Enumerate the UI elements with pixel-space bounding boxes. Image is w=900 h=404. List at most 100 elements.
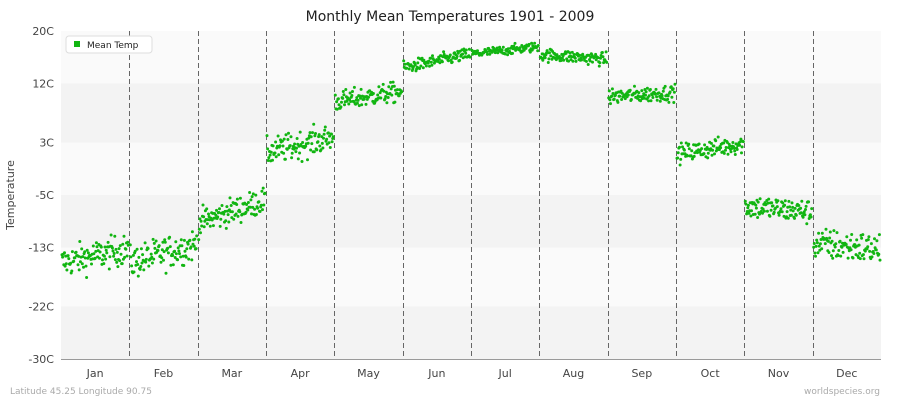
mean-temp-point — [173, 256, 177, 259]
mean-temp-point — [485, 50, 489, 54]
mean-temp-point — [710, 153, 714, 157]
mean-temp-point — [845, 235, 849, 239]
mean-temp-point — [464, 51, 468, 55]
mean-temp-point — [281, 144, 285, 148]
mean-temp-point — [513, 41, 517, 45]
mean-temp-point — [162, 250, 166, 254]
mean-temp-points — [60, 41, 882, 279]
mean-temp-point — [837, 249, 841, 252]
mean-temp-point — [106, 240, 110, 244]
mean-temp-point — [125, 254, 129, 258]
mean-temp-point — [364, 102, 368, 106]
mean-temp-point — [461, 52, 465, 56]
mean-temp-point — [775, 205, 779, 209]
mean-temp-point — [846, 256, 850, 260]
mean-temp-point — [63, 251, 66, 255]
mean-temp-point — [287, 131, 290, 135]
mean-temp-point — [311, 131, 314, 135]
mean-temp-point — [705, 145, 709, 149]
mean-temp-point — [64, 262, 68, 266]
mean-temp-point — [63, 264, 67, 268]
mean-temp-point — [300, 160, 304, 163]
mean-temp-point — [139, 247, 143, 251]
mean-temp-point — [679, 157, 683, 161]
mean-temp-point — [766, 201, 770, 205]
mean-temp-point — [676, 151, 680, 155]
mean-temp-point — [362, 97, 366, 101]
mean-temp-point — [70, 250, 74, 254]
mean-temp-point — [259, 203, 263, 207]
y-tick-label: -13C — [28, 241, 54, 254]
mean-temp-point — [669, 85, 673, 89]
mean-temp-point — [668, 90, 672, 94]
mean-temp-point — [180, 244, 184, 248]
mean-temp-point — [181, 254, 185, 258]
mean-temp-point — [607, 89, 611, 93]
mean-temp-point — [385, 101, 389, 105]
mean-temp-point — [347, 102, 351, 106]
mean-temp-point — [522, 48, 526, 52]
mean-temp-point — [780, 210, 784, 214]
mean-temp-point — [245, 203, 249, 206]
mean-temp-point — [779, 207, 783, 211]
mean-temp-point — [722, 141, 726, 145]
mean-temp-point — [877, 233, 881, 237]
mean-temp-point — [387, 85, 391, 89]
mean-temp-point — [528, 50, 532, 54]
mean-temp-point — [200, 224, 204, 228]
mean-temp-point — [678, 145, 681, 149]
mean-temp-point — [124, 247, 128, 251]
mean-temp-point — [215, 208, 218, 212]
mean-temp-point — [313, 134, 317, 138]
mean-temp-point — [598, 61, 602, 65]
mean-temp-point — [464, 48, 468, 52]
mean-temp-point — [331, 135, 335, 139]
mean-temp-point — [315, 148, 319, 152]
mean-temp-point — [93, 256, 97, 260]
mean-temp-point — [596, 56, 600, 60]
mean-temp-point — [328, 146, 332, 149]
mean-temp-point — [875, 239, 879, 243]
mean-temp-point — [392, 84, 396, 88]
mean-temp-point — [269, 150, 273, 154]
mean-temp-point — [620, 98, 624, 101]
mean-temp-point — [360, 103, 364, 107]
mean-temp-point — [174, 240, 178, 244]
mean-temp-point — [732, 146, 736, 150]
mean-temp-point — [222, 212, 226, 216]
mean-temp-point — [703, 143, 707, 147]
mean-temp-point — [95, 245, 99, 249]
mean-temp-point — [733, 153, 737, 156]
legend: Mean Temp — [65, 35, 153, 54]
mean-temp-point — [152, 241, 156, 245]
mean-temp-point — [81, 255, 85, 259]
mean-temp-point — [568, 51, 572, 55]
mean-temp-point — [195, 234, 199, 238]
mean-temp-point — [418, 67, 422, 70]
mean-temp-point — [254, 193, 258, 197]
mean-temp-point — [144, 257, 148, 261]
mean-temp-point — [468, 55, 472, 59]
mean-temp-point — [123, 255, 127, 259]
mean-temp-point — [658, 99, 662, 103]
mean-temp-point — [690, 149, 694, 153]
mean-temp-point — [819, 238, 823, 241]
mean-temp-point — [555, 53, 559, 57]
mean-temp-point — [573, 56, 577, 60]
mean-temp-point — [724, 146, 728, 149]
mean-temp-point — [866, 245, 870, 249]
mean-temp-point — [391, 80, 395, 84]
mean-temp-point — [769, 208, 773, 212]
mean-temp-point — [605, 60, 609, 64]
mean-temp-point — [256, 206, 260, 210]
mean-temp-point — [402, 59, 406, 63]
mean-temp-point — [322, 136, 325, 140]
mean-temp-point — [594, 52, 598, 56]
mean-temp-point — [867, 235, 871, 239]
mean-temp-point — [878, 258, 882, 262]
mean-temp-point — [580, 58, 583, 62]
mean-temp-point — [416, 61, 420, 65]
mean-temp-point — [799, 211, 803, 215]
mean-temp-point — [490, 50, 494, 54]
